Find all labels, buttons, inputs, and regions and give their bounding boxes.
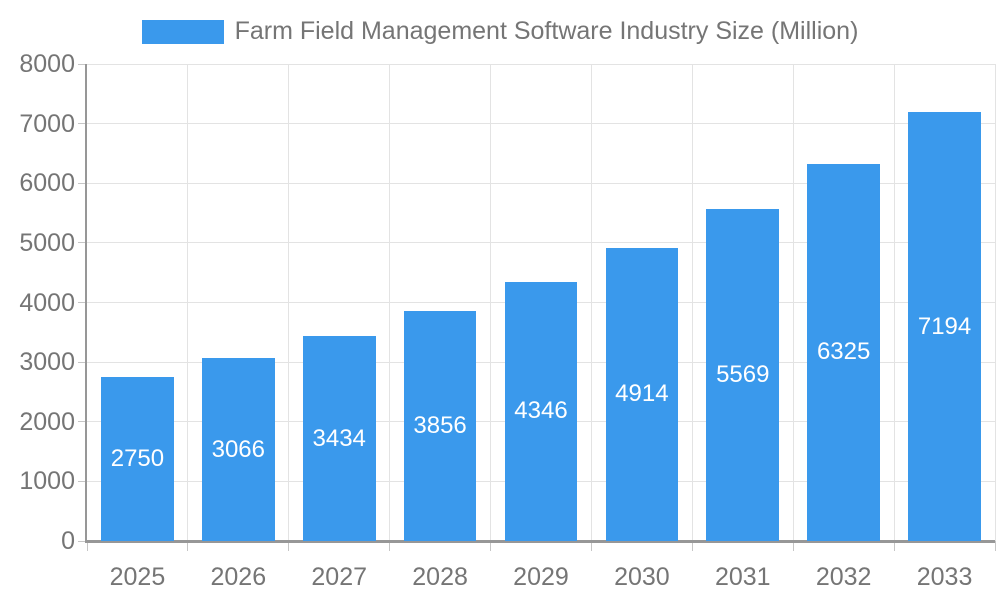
y-tick xyxy=(78,123,87,125)
y-gridline xyxy=(87,242,995,244)
legend-swatch[interactable] xyxy=(141,19,224,44)
bar[interactable]: 7194 xyxy=(908,112,981,541)
x-tick xyxy=(490,541,492,551)
y-tick-label: 4000 xyxy=(19,288,75,317)
bar[interactable]: 3856 xyxy=(403,311,477,541)
x-axis-line xyxy=(85,540,995,543)
bar-value-label: 3856 xyxy=(413,412,467,440)
x-tick xyxy=(792,541,794,551)
y-tick xyxy=(78,361,87,363)
bar[interactable]: 5569 xyxy=(706,208,780,541)
x-tick xyxy=(691,541,693,551)
y-tick xyxy=(78,63,87,65)
x-gridline xyxy=(792,64,794,541)
y-tick xyxy=(78,540,87,542)
x-tick-label: 2032 xyxy=(815,563,872,591)
y-tick-label: 2000 xyxy=(19,407,75,436)
x-tick xyxy=(288,541,290,551)
x-tick-label: 2031 xyxy=(714,563,771,591)
x-tick xyxy=(994,541,996,551)
x-tick-label: 2030 xyxy=(614,563,670,591)
x-gridline xyxy=(187,64,189,541)
y-tick-label: 8000 xyxy=(19,50,75,78)
bar[interactable]: 4346 xyxy=(504,281,578,541)
bar-value-label: 4914 xyxy=(615,380,669,408)
x-tick xyxy=(86,541,88,551)
x-tick-label: 2028 xyxy=(412,563,468,591)
y-tick-label: 1000 xyxy=(19,467,75,496)
bar-value-label: 2750 xyxy=(110,445,165,473)
y-tick-label: 6000 xyxy=(19,169,75,198)
x-tick xyxy=(187,541,189,551)
bar[interactable]: 6325 xyxy=(807,163,880,541)
y-tick-label: 0 xyxy=(61,527,75,555)
bar[interactable]: 2750 xyxy=(101,377,174,541)
x-gridline xyxy=(490,64,492,541)
y-gridline xyxy=(87,123,995,125)
x-tick-label: 2025 xyxy=(109,563,166,591)
bar-value-label: 7194 xyxy=(917,312,972,340)
y-tick-label: 3000 xyxy=(19,348,75,377)
y-tick xyxy=(78,302,87,303)
x-tick-label: 2033 xyxy=(916,563,973,591)
y-tick-label: 5000 xyxy=(19,228,75,257)
x-tick-label: 2027 xyxy=(311,563,368,591)
y-tick xyxy=(78,421,87,423)
x-tick xyxy=(389,541,391,551)
y-tick xyxy=(78,480,87,482)
x-gridline xyxy=(590,64,592,541)
x-gridline xyxy=(288,64,290,541)
y-axis-line xyxy=(85,64,87,541)
bar[interactable]: 4914 xyxy=(605,248,679,541)
bar-value-label: 3434 xyxy=(312,424,366,452)
y-gridline xyxy=(87,182,995,184)
legend: Farm Field Management Software Industry … xyxy=(0,17,1000,46)
bar[interactable]: 3434 xyxy=(302,336,376,541)
bar[interactable]: 3066 xyxy=(202,358,275,541)
bar-value-label: 6325 xyxy=(816,338,871,366)
x-tick xyxy=(590,541,592,551)
y-tick xyxy=(78,182,87,184)
y-gridline xyxy=(87,63,995,65)
y-tick xyxy=(78,242,87,244)
bar-value-label: 5569 xyxy=(716,360,770,388)
x-gridline xyxy=(389,64,391,541)
bar-value-label: 3066 xyxy=(211,435,265,463)
bar-value-label: 4346 xyxy=(514,397,568,425)
x-gridline xyxy=(893,64,895,541)
y-tick-label: 7000 xyxy=(19,109,75,138)
legend-label: Farm Field Management Software Industry … xyxy=(234,17,859,45)
x-tick xyxy=(893,541,895,551)
x-gridline xyxy=(994,64,996,541)
x-gridline xyxy=(691,64,693,541)
x-tick-label: 2029 xyxy=(513,563,569,591)
x-tick-label: 2026 xyxy=(210,563,267,591)
